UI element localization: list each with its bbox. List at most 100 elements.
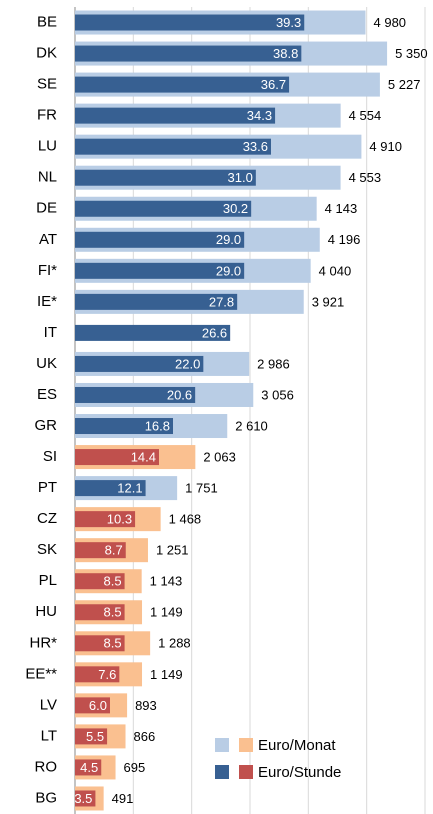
value-label: 16.8 bbox=[145, 418, 170, 433]
value-label: 2 063 bbox=[203, 449, 236, 464]
hourly-bar bbox=[75, 790, 96, 807]
hourly-bar bbox=[75, 107, 276, 124]
value-label: 4 980 bbox=[374, 15, 407, 30]
value-label: 26.6 bbox=[202, 325, 227, 340]
hourly-bar bbox=[75, 262, 245, 279]
category-label: NL bbox=[38, 169, 57, 186]
category-label: DK bbox=[36, 45, 57, 62]
hourly-bar bbox=[75, 138, 271, 155]
hourly-bar bbox=[75, 728, 108, 745]
legend-label: Euro/Monat bbox=[258, 737, 336, 754]
hourly-bar bbox=[75, 45, 302, 62]
hourly-bar bbox=[75, 759, 102, 776]
category-label: FR bbox=[37, 107, 57, 124]
value-label: 22.0 bbox=[175, 356, 200, 371]
hourly-bar bbox=[75, 293, 238, 310]
value-label: 1 751 bbox=[185, 481, 218, 496]
category-label: BG bbox=[35, 789, 57, 806]
value-label: 4 143 bbox=[325, 201, 358, 216]
hourly-bar bbox=[75, 169, 256, 186]
category-label: IT bbox=[44, 324, 57, 341]
value-label: 34.3 bbox=[247, 108, 272, 123]
value-label: 4 554 bbox=[349, 108, 382, 123]
value-label: 1 288 bbox=[158, 636, 191, 651]
value-label: 8.7 bbox=[105, 543, 123, 558]
category-label: SE bbox=[37, 76, 57, 93]
value-label: 5 227 bbox=[388, 77, 421, 92]
value-label: 3.5 bbox=[74, 791, 92, 806]
hourly-bar bbox=[75, 14, 305, 31]
value-label: 38.8 bbox=[273, 46, 298, 61]
value-label: 29.0 bbox=[216, 263, 241, 278]
category-label: LT bbox=[41, 727, 57, 744]
value-label: 10.3 bbox=[107, 512, 132, 527]
value-label: 3 921 bbox=[312, 294, 345, 309]
value-label: 4 553 bbox=[349, 170, 382, 185]
value-label: 1 149 bbox=[150, 667, 183, 682]
value-label: 4 910 bbox=[369, 139, 402, 154]
value-label: 31.0 bbox=[228, 170, 253, 185]
value-label: 2 610 bbox=[235, 418, 268, 433]
category-label: SI bbox=[43, 448, 57, 465]
category-label: SK bbox=[37, 541, 57, 558]
category-label: BE bbox=[37, 13, 57, 30]
value-label: 4.5 bbox=[80, 760, 98, 775]
value-label: 12.1 bbox=[117, 481, 142, 496]
category-label: RO bbox=[35, 758, 58, 775]
legend-swatch bbox=[239, 738, 253, 752]
value-label: 30.2 bbox=[223, 201, 248, 216]
value-label: 20.6 bbox=[167, 387, 192, 402]
hourly-bar bbox=[75, 386, 196, 403]
value-label: 491 bbox=[112, 791, 134, 806]
value-label: 29.0 bbox=[216, 232, 241, 247]
value-label: 695 bbox=[124, 760, 146, 775]
hourly-bar bbox=[75, 200, 252, 217]
value-label: 4 196 bbox=[328, 232, 361, 247]
category-label: GR bbox=[35, 417, 58, 434]
category-label: PL bbox=[39, 572, 57, 589]
value-label: 36.7 bbox=[261, 77, 286, 92]
value-label: 866 bbox=[134, 729, 156, 744]
value-label: 39.3 bbox=[276, 15, 301, 30]
hourly-bar bbox=[75, 418, 173, 435]
category-label: DE bbox=[36, 200, 57, 217]
category-label: CZ bbox=[37, 510, 57, 527]
hourly-bar bbox=[75, 355, 204, 372]
category-label: HU bbox=[35, 603, 57, 620]
value-label: 893 bbox=[135, 698, 157, 713]
category-label: ES bbox=[37, 386, 57, 403]
legend-label: Euro/Stunde bbox=[258, 764, 341, 781]
category-label: EE** bbox=[25, 665, 57, 682]
category-label: AT bbox=[39, 231, 57, 248]
category-label: IE* bbox=[37, 293, 57, 310]
value-label: 1 468 bbox=[169, 512, 202, 527]
value-label: 1 149 bbox=[150, 605, 183, 620]
category-label: LV bbox=[40, 696, 57, 713]
value-label: 5.5 bbox=[86, 729, 104, 744]
category-label: UK bbox=[36, 355, 57, 372]
value-label: 1 143 bbox=[150, 574, 183, 589]
hourly-bar bbox=[75, 511, 136, 528]
value-label: 1 251 bbox=[156, 543, 189, 558]
value-label: 7.6 bbox=[98, 667, 116, 682]
hourly-bar bbox=[75, 480, 146, 497]
hourly-bar bbox=[75, 573, 125, 590]
hourly-bar bbox=[75, 231, 245, 248]
legend-swatch bbox=[215, 765, 229, 779]
hourly-bar bbox=[75, 449, 159, 466]
category-label: FI* bbox=[38, 262, 57, 279]
value-label: 33.6 bbox=[243, 139, 268, 154]
value-label: 5 350 bbox=[395, 46, 428, 61]
value-label: 8.5 bbox=[104, 636, 122, 651]
category-label: HR* bbox=[29, 634, 57, 651]
category-label: LU bbox=[38, 138, 57, 155]
value-label: 14.4 bbox=[131, 449, 156, 464]
legend-swatch bbox=[215, 738, 229, 752]
value-label: 6.0 bbox=[89, 698, 107, 713]
hourly-bar bbox=[75, 666, 120, 683]
hourly-bar bbox=[75, 697, 110, 714]
value-label: 4 040 bbox=[319, 263, 352, 278]
hourly-bar bbox=[75, 324, 231, 341]
category-label: PT bbox=[38, 479, 57, 496]
